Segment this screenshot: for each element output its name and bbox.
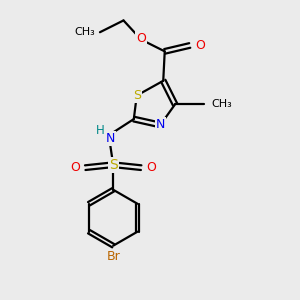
Text: S: S	[109, 158, 118, 172]
Text: O: O	[146, 161, 156, 174]
Text: CH₃: CH₃	[75, 27, 95, 37]
Text: N: N	[106, 132, 115, 145]
Text: Br: Br	[106, 250, 120, 263]
Text: H: H	[96, 124, 104, 137]
Text: O: O	[70, 161, 80, 174]
Text: O: O	[195, 39, 205, 52]
Text: O: O	[136, 32, 146, 45]
Text: S: S	[133, 89, 141, 102]
Text: N: N	[156, 118, 165, 131]
Text: CH₃: CH₃	[212, 99, 232, 110]
